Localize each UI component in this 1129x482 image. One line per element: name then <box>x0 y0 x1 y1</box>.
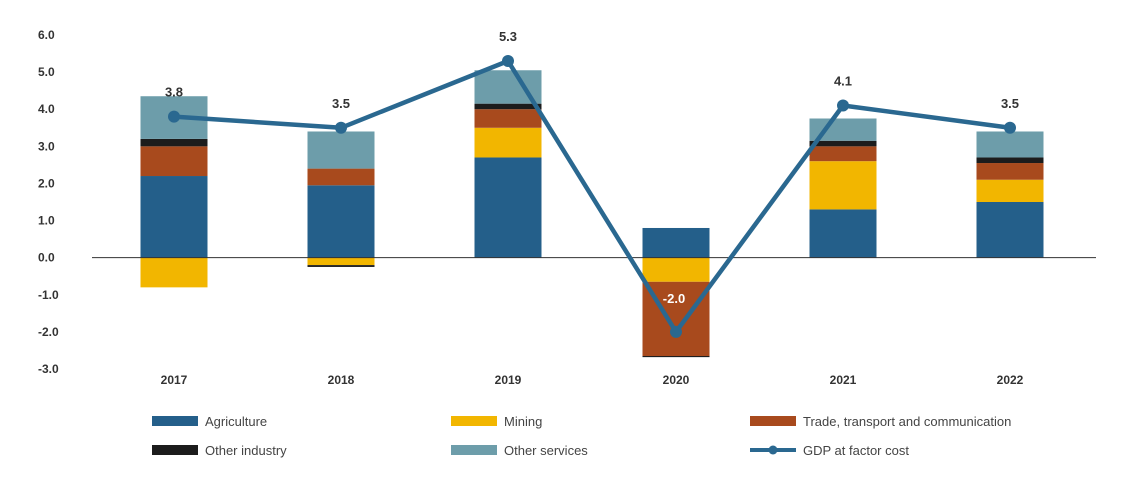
y-tick-label: 2.0 <box>38 176 55 190</box>
bar-segment-mining <box>642 257 710 282</box>
bar-segment-other-services <box>809 118 877 141</box>
legend: Agriculture Mining Trade, transport and co… <box>152 414 1011 458</box>
line-layer <box>168 54 1016 338</box>
y-tick-label: -3.0 <box>38 362 59 376</box>
bar-segment-other-industry <box>307 265 375 267</box>
gdp-data-label: 3.5 <box>332 96 350 111</box>
y-tick-label: 5.0 <box>38 65 55 79</box>
bar-segment-trade-transport-and-communication <box>976 163 1044 180</box>
legend-label: Other services <box>504 443 588 458</box>
x-tick-label: 2020 <box>663 373 690 387</box>
y-tick-label: -1.0 <box>38 288 59 302</box>
y-tick-label: 3.0 <box>38 139 55 153</box>
legend-swatch <box>451 445 497 455</box>
bar-segment-trade-transport-and-communication <box>809 146 877 162</box>
legend-label: Other industry <box>205 443 287 458</box>
bar-segment-mining <box>307 257 375 266</box>
bar-segment-agriculture <box>307 185 375 258</box>
gdp-point <box>670 325 682 338</box>
gdp-data-label: -2.0 <box>663 291 685 306</box>
legend-item: Mining <box>451 414 542 429</box>
bar-segment-other-industry <box>474 103 542 110</box>
bar-segment-mining <box>809 161 877 210</box>
bar-segment-agriculture <box>976 202 1044 258</box>
gdp-point <box>168 110 180 123</box>
bar-segment-mining <box>474 127 542 158</box>
gdp-data-label: 3.5 <box>1001 96 1019 111</box>
gdp-point <box>837 99 849 112</box>
y-tick-label: 6.0 <box>38 28 55 42</box>
bar-segment-other-industry <box>809 140 877 147</box>
legend-swatch <box>750 416 796 426</box>
bar-segment-agriculture <box>474 157 542 258</box>
bar-segment-other-industry <box>976 157 1044 164</box>
legend-item: Trade, transport and communication <box>750 414 1011 429</box>
bar-segment-trade-transport-and-communication <box>474 109 542 128</box>
bar-segment-agriculture <box>140 176 208 258</box>
gdp-line <box>171 58 1013 335</box>
bar-segment-mining <box>976 179 1044 202</box>
gdp-point <box>502 54 514 67</box>
legend-item: Agriculture <box>152 414 267 429</box>
x-tick-label: 2019 <box>495 373 522 387</box>
gdp-data-label: 3.8 <box>165 85 183 100</box>
y-tick-label: 0.0 <box>38 251 55 265</box>
x-tick-label: 2022 <box>997 373 1024 387</box>
legend-label: Mining <box>504 414 542 429</box>
legend-label: Trade, transport and communication <box>803 414 1011 429</box>
bar-segment-agriculture <box>809 209 877 258</box>
gdp-data-label: 5.3 <box>499 29 517 44</box>
gdp-point <box>335 121 347 134</box>
gdp-point <box>1004 121 1016 134</box>
legend-swatch <box>451 416 497 426</box>
bar-segment-other-services <box>976 131 1044 158</box>
labels-layer: 3.8 3.5 5.3 -2.0 4.1 3.5 <box>165 29 1019 306</box>
bar-segment-trade-transport-and-communication <box>307 168 375 186</box>
y-tick-label: 4.0 <box>38 102 55 116</box>
axis-layer: 6.0 5.0 4.0 3.0 2.0 1.0 0.0 -1.0 -2.0 -3.0 2017 201… <box>38 28 1096 387</box>
gdp-data-label: 4.1 <box>834 74 852 89</box>
legend-item: Other services <box>451 443 588 458</box>
legend-swatch <box>152 445 198 455</box>
legend-label: GDP at factor cost <box>803 443 909 458</box>
bar-segment-other-industry <box>140 138 208 147</box>
bar-segment-other-services <box>307 131 375 169</box>
bar-segment-mining <box>140 257 208 288</box>
legend-swatch <box>152 416 198 426</box>
legend-item: GDP at factor cost <box>750 443 909 458</box>
legend-line-marker <box>768 445 778 455</box>
x-tick-label: 2017 <box>161 373 188 387</box>
x-tick-label: 2018 <box>328 373 355 387</box>
y-tick-label: -2.0 <box>38 325 59 339</box>
y-tick-label: 1.0 <box>38 214 55 228</box>
legend-label: Agriculture <box>205 414 267 429</box>
x-tick-label: 2021 <box>830 373 857 387</box>
bar-segment-trade-transport-and-communication <box>140 146 208 177</box>
bar-segment-other-industry <box>642 356 710 358</box>
legend-item: Other industry <box>152 443 287 458</box>
bar-segment-agriculture <box>642 227 710 258</box>
